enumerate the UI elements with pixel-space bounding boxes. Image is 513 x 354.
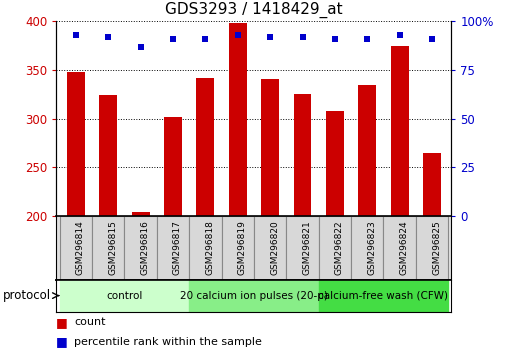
Point [233,32,242,38]
Text: GSM296823: GSM296823 [367,221,376,275]
Point [104,34,112,40]
Bar [189,280,319,312]
Text: GSM296820: GSM296820 [270,221,279,275]
Point [72,32,80,38]
Text: calcium-free wash (CFW): calcium-free wash (CFW) [319,291,448,301]
Bar [261,79,279,216]
Title: GDS3293 / 1418429_at: GDS3293 / 1418429_at [165,2,343,18]
FancyBboxPatch shape [157,216,189,280]
FancyBboxPatch shape [319,216,351,280]
Text: GSM296821: GSM296821 [303,221,311,275]
Text: ■: ■ [56,335,72,348]
Text: GSM296824: GSM296824 [400,221,409,275]
Bar [132,212,149,216]
Bar [326,111,344,216]
FancyBboxPatch shape [222,216,254,280]
Point [331,36,339,41]
Point [201,36,209,41]
Bar [319,280,448,312]
Text: GSM296816: GSM296816 [141,220,150,275]
Text: GSM296819: GSM296819 [238,220,247,275]
Point [266,34,274,40]
Bar [196,78,214,216]
Bar [359,85,376,216]
Point [299,34,307,40]
Text: GSM296825: GSM296825 [432,221,441,275]
FancyBboxPatch shape [383,216,416,280]
Bar [67,72,85,216]
Point [169,36,177,41]
Point [136,44,145,49]
Text: percentile rank within the sample: percentile rank within the sample [74,337,262,347]
FancyBboxPatch shape [286,216,319,280]
FancyBboxPatch shape [60,216,92,280]
Bar [229,23,247,216]
Text: control: control [106,291,143,301]
Text: GSM296817: GSM296817 [173,220,182,275]
FancyBboxPatch shape [351,216,383,280]
Text: protocol: protocol [3,289,51,302]
Text: count: count [74,317,106,327]
Bar [423,153,441,216]
Text: GSM296815: GSM296815 [108,220,117,275]
Text: GSM296818: GSM296818 [205,220,214,275]
FancyBboxPatch shape [416,216,448,280]
Point [428,36,436,41]
FancyBboxPatch shape [189,216,222,280]
Text: ■: ■ [56,316,72,329]
Bar [60,280,189,312]
Bar [164,116,182,216]
Bar [293,94,311,216]
Point [363,36,371,41]
Bar [391,46,408,216]
Text: GSM296814: GSM296814 [76,221,85,275]
Bar [100,95,117,216]
Text: 20 calcium ion pulses (20-p): 20 calcium ion pulses (20-p) [180,291,328,301]
Point [396,32,404,38]
FancyBboxPatch shape [125,216,157,280]
FancyBboxPatch shape [92,216,125,280]
FancyBboxPatch shape [254,216,286,280]
Text: GSM296822: GSM296822 [335,221,344,275]
